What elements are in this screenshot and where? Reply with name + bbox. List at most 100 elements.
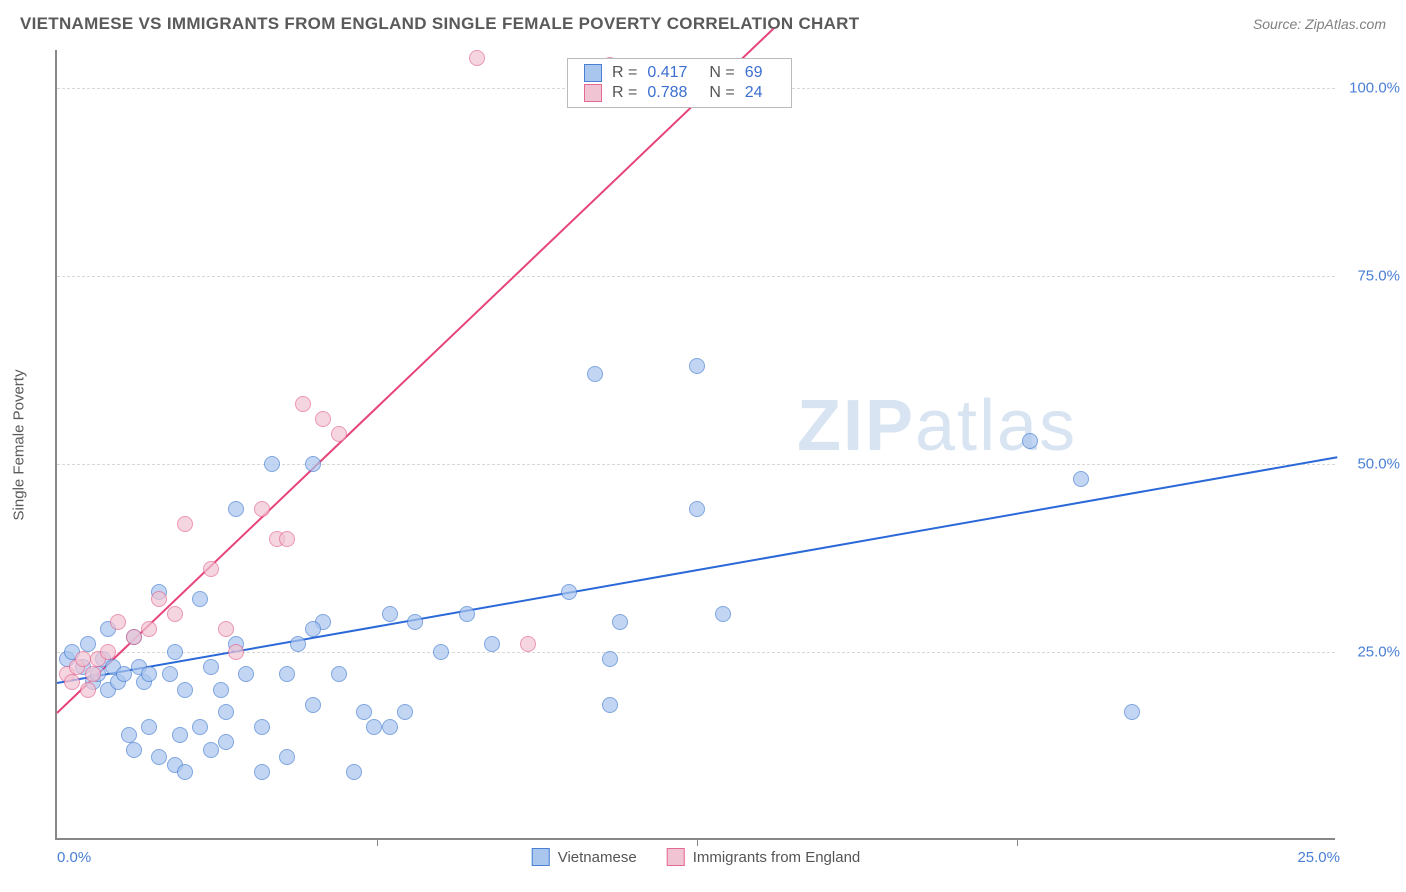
data-point — [290, 636, 306, 652]
data-point — [254, 719, 270, 735]
chart-source: Source: ZipAtlas.com — [1253, 16, 1386, 32]
data-point — [331, 426, 347, 442]
data-point — [689, 358, 705, 374]
data-point — [279, 749, 295, 765]
scatter-plot: ZIPatlas 25.0%50.0%75.0%100.0%0.0%25.0%R… — [55, 50, 1335, 840]
legend-item: Immigrants from England — [667, 848, 861, 866]
data-point — [382, 719, 398, 735]
x-origin-label: 0.0% — [57, 849, 91, 866]
chart-area: Single Female Poverty ZIPatlas 25.0%50.0… — [55, 50, 1335, 840]
data-point — [64, 674, 80, 690]
data-point — [228, 644, 244, 660]
data-point — [305, 697, 321, 713]
legend-label: Vietnamese — [558, 849, 637, 866]
data-point — [177, 764, 193, 780]
data-point — [218, 734, 234, 750]
data-point — [172, 727, 188, 743]
data-point — [331, 666, 347, 682]
data-point — [85, 666, 101, 682]
legend-swatch — [532, 848, 550, 866]
data-point — [167, 644, 183, 660]
r-label: R = — [612, 64, 637, 82]
data-point — [264, 456, 280, 472]
data-point — [121, 727, 137, 743]
data-point — [192, 719, 208, 735]
y-tick-label: 25.0% — [1340, 643, 1400, 660]
data-point — [218, 621, 234, 637]
stats-row: R = 0.417 N = 69 — [584, 63, 775, 83]
data-point — [484, 636, 500, 652]
data-point — [305, 621, 321, 637]
legend-swatch — [584, 84, 602, 102]
data-point — [100, 644, 116, 660]
y-tick-label: 100.0% — [1340, 79, 1400, 96]
data-point — [177, 682, 193, 698]
n-value: 24 — [745, 84, 763, 102]
data-point — [141, 666, 157, 682]
data-point — [459, 606, 475, 622]
n-label: N = — [709, 84, 734, 102]
stats-legend: R = 0.417 N = 69 R = 0.788 N = 24 — [567, 58, 792, 108]
legend-swatch — [667, 848, 685, 866]
n-label: N = — [709, 64, 734, 82]
x-tick — [1017, 838, 1018, 846]
legend-label: Immigrants from England — [693, 849, 861, 866]
data-point — [407, 614, 423, 630]
data-point — [279, 531, 295, 547]
gridline — [57, 276, 1335, 277]
data-point — [254, 501, 270, 517]
data-point — [141, 621, 157, 637]
data-point — [346, 764, 362, 780]
r-label: R = — [612, 84, 637, 102]
data-point — [162, 666, 178, 682]
data-point — [141, 719, 157, 735]
watermark: ZIPatlas — [797, 385, 1077, 467]
data-point — [254, 764, 270, 780]
data-point — [433, 644, 449, 660]
data-point — [218, 704, 234, 720]
data-point — [213, 682, 229, 698]
data-point — [116, 666, 132, 682]
stats-row: R = 0.788 N = 24 — [584, 83, 775, 103]
data-point — [167, 606, 183, 622]
data-point — [295, 396, 311, 412]
data-point — [366, 719, 382, 735]
gridline — [57, 464, 1335, 465]
trend-line — [56, 28, 774, 714]
y-tick-label: 50.0% — [1340, 455, 1400, 472]
chart-header: VIETNAMESE VS IMMIGRANTS FROM ENGLAND SI… — [20, 14, 1386, 34]
data-point — [520, 636, 536, 652]
data-point — [151, 749, 167, 765]
data-point — [228, 501, 244, 517]
chart-title: VIETNAMESE VS IMMIGRANTS FROM ENGLAND SI… — [20, 14, 859, 34]
data-point — [397, 704, 413, 720]
n-value: 69 — [745, 64, 763, 82]
x-tick — [377, 838, 378, 846]
y-axis-label: Single Female Poverty — [11, 370, 28, 521]
data-point — [151, 591, 167, 607]
data-point — [80, 636, 96, 652]
r-value: 0.417 — [647, 64, 687, 82]
data-point — [315, 411, 331, 427]
data-point — [469, 50, 485, 66]
data-point — [279, 666, 295, 682]
y-tick-label: 75.0% — [1340, 267, 1400, 284]
data-point — [689, 501, 705, 517]
data-point — [203, 561, 219, 577]
data-point — [602, 651, 618, 667]
bottom-legend: Vietnamese Immigrants from England — [532, 848, 861, 866]
trend-line — [57, 456, 1337, 684]
r-value: 0.788 — [647, 84, 687, 102]
legend-item: Vietnamese — [532, 848, 637, 866]
data-point — [75, 651, 91, 667]
data-point — [305, 456, 321, 472]
data-point — [203, 742, 219, 758]
data-point — [602, 697, 618, 713]
data-point — [382, 606, 398, 622]
data-point — [612, 614, 628, 630]
legend-swatch — [584, 64, 602, 82]
data-point — [1022, 433, 1038, 449]
data-point — [356, 704, 372, 720]
data-point — [192, 591, 208, 607]
data-point — [1073, 471, 1089, 487]
